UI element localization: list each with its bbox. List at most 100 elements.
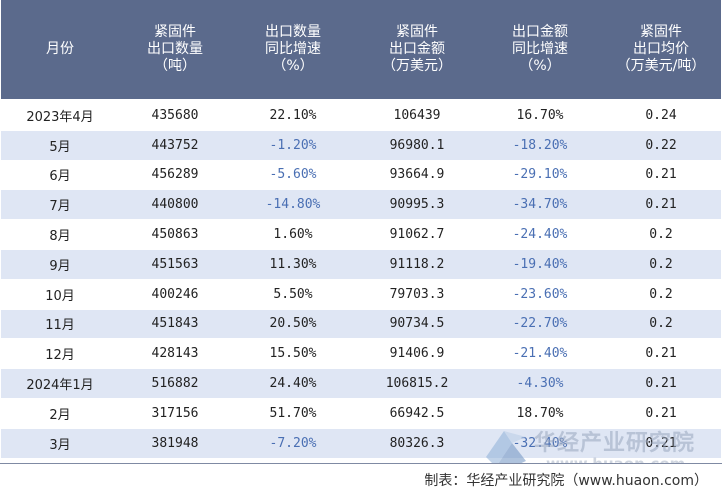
table-row: 5月 443752 -1.20% 96980.1 -18.20% 0.22 bbox=[1, 130, 721, 161]
header-line: 出口均价 bbox=[633, 41, 689, 57]
header-line: 紧固件 bbox=[640, 24, 682, 40]
cell-value-yoy: -34.70% bbox=[479, 189, 601, 220]
cell-month: 12月 bbox=[45, 348, 75, 364]
cell-volume-yoy: -5.60% bbox=[269, 167, 317, 183]
cell-export-volume: 443752 bbox=[119, 130, 231, 161]
cell-export-value: 90734.5 bbox=[355, 309, 479, 339]
table-row: 2月 317156 51.70% 66942.5 18.70% 0.21 bbox=[1, 398, 721, 429]
cell-volume-yoy: 15.50% bbox=[269, 346, 317, 362]
cell-export-volume: 451563 bbox=[119, 249, 231, 280]
cell-export-volume: 456289 bbox=[151, 167, 199, 183]
cell-month: 6月 bbox=[49, 169, 71, 185]
cell-export-volume: 516882 bbox=[119, 368, 231, 399]
header-line: 紧固件 bbox=[154, 24, 196, 40]
cell-export-value: 90995.3 bbox=[355, 189, 479, 220]
cell-export-volume: 450863 bbox=[151, 227, 199, 243]
cell-export-volume: 428143 bbox=[151, 346, 199, 362]
table-row: 7月 440800 -14.80% 90995.3 -34.70% 0.21 bbox=[1, 189, 721, 220]
table-row: 11月 451843 20.50% 90734.5 -22.70% 0.2 bbox=[1, 309, 721, 339]
cell-avg-price: 0.2 bbox=[649, 227, 673, 243]
header-line: （万美元） bbox=[382, 58, 452, 74]
header-volume-yoy: 出口数量 同比增速 （%） bbox=[231, 0, 355, 100]
cell-volume-yoy: 5.50% bbox=[273, 286, 313, 302]
cell-avg-price: 0.21 bbox=[601, 189, 721, 220]
table-row: 9月 451563 11.30% 91118.2 -19.40% 0.2 bbox=[1, 249, 721, 280]
header-value-yoy: 出口金额 同比增速 （%） bbox=[479, 0, 601, 100]
table-header-row: 月份 紧固件 出口数量 （吨） 出口数量 同比增速 （%） 紧固件 出口金额 （… bbox=[1, 0, 721, 100]
cell-export-volume: 451843 bbox=[119, 309, 231, 339]
header-export-volume: 紧固件 出口数量 （吨） bbox=[119, 0, 231, 100]
cell-export-volume: 440800 bbox=[119, 189, 231, 220]
header-line: （%） bbox=[519, 58, 561, 74]
header-line: 同比增速 bbox=[512, 41, 568, 57]
table-body: 2023年4月 435680 22.10% 106439 16.70% 0.24 5月 443… bbox=[1, 98, 721, 459]
cell-export-value: 91062.7 bbox=[389, 227, 445, 243]
cell-export-volume: 381948 bbox=[119, 428, 231, 459]
cell-volume-yoy: 22.10% bbox=[231, 98, 355, 131]
cell-avg-price: 0.2 bbox=[601, 309, 721, 339]
header-line: （%） bbox=[272, 58, 314, 74]
cell-month: 2024年1月 bbox=[1, 368, 119, 399]
table-row: 2024年1月 516882 24.40% 106815.2 -4.30% 0.21 bbox=[1, 368, 721, 399]
cell-volume-yoy: 1.60% bbox=[273, 227, 313, 243]
cell-avg-price: 0.24 bbox=[601, 98, 721, 131]
header-month: 月份 bbox=[1, 0, 119, 100]
cell-volume-yoy: 24.40% bbox=[231, 368, 355, 399]
cell-avg-price: 0.21 bbox=[645, 346, 677, 362]
cell-month: 9月 bbox=[1, 249, 119, 280]
table-row: 3月 381948 -7.20% 80326.3 -32.40% 0.21 bbox=[1, 428, 721, 459]
header-export-value: 紧固件 出口金额 （万美元） bbox=[355, 0, 479, 100]
cell-value-yoy: -21.40% bbox=[512, 346, 568, 362]
table-row: 12月 428143 15.50% 91406.9 -21.40% 0.21 bbox=[1, 339, 721, 369]
cell-month: 3月 bbox=[1, 428, 119, 459]
cell-avg-price: 0.2 bbox=[601, 249, 721, 280]
cell-month: 2023年4月 bbox=[1, 98, 119, 131]
cell-value-yoy: -24.40% bbox=[512, 227, 568, 243]
cell-avg-price: 0.21 bbox=[645, 167, 677, 183]
header-avg-price: 紧固件 出口均价 （万美元/吨） bbox=[601, 0, 721, 100]
cell-export-value: 80326.3 bbox=[355, 428, 479, 459]
cell-export-value: 91406.9 bbox=[389, 346, 445, 362]
cell-month: 2月 bbox=[49, 407, 71, 423]
cell-month: 5月 bbox=[1, 130, 119, 161]
cell-value-yoy: -29.10% bbox=[512, 167, 568, 183]
cell-export-value: 66942.5 bbox=[389, 405, 445, 421]
cell-export-value: 91118.2 bbox=[355, 249, 479, 280]
cell-value-yoy: 18.70% bbox=[516, 405, 564, 421]
table-row: 6月 456289 -5.60% 93664.9 -29.10% 0.21 bbox=[1, 160, 721, 190]
cell-volume-yoy: -7.20% bbox=[231, 428, 355, 459]
source-credit: 制表：华经产业研究院（www.huaon.com） bbox=[424, 473, 708, 489]
cell-month: 10月 bbox=[45, 288, 75, 304]
cell-avg-price: 0.21 bbox=[645, 405, 677, 421]
table-row: 10月 400246 5.50% 79703.3 -23.60% 0.2 bbox=[1, 279, 721, 310]
header-line: 出口金额 bbox=[389, 41, 445, 57]
cell-export-value: 93664.9 bbox=[389, 167, 445, 183]
cell-volume-yoy: -1.20% bbox=[231, 130, 355, 161]
header-line: （吨） bbox=[154, 58, 196, 74]
cell-export-value: 96980.1 bbox=[355, 130, 479, 161]
cell-export-volume: 435680 bbox=[119, 98, 231, 131]
export-data-table: 月份 紧固件 出口数量 （吨） 出口数量 同比增速 （%） 紧固件 出口金额 （… bbox=[1, 0, 721, 459]
cell-export-volume: 317156 bbox=[151, 405, 199, 421]
cell-value-yoy: -18.20% bbox=[479, 130, 601, 161]
cell-value-yoy: 16.70% bbox=[479, 98, 601, 131]
header-line: 出口金额 bbox=[512, 24, 568, 40]
cell-volume-yoy: 20.50% bbox=[231, 309, 355, 339]
cell-value-yoy: -4.30% bbox=[479, 368, 601, 399]
header-line: 月份 bbox=[46, 41, 74, 57]
cell-value-yoy: -19.40% bbox=[479, 249, 601, 280]
cell-avg-price: 0.21 bbox=[601, 368, 721, 399]
cell-month: 11月 bbox=[1, 309, 119, 339]
cell-avg-price: 0.21 bbox=[601, 428, 721, 459]
cell-value-yoy: -22.70% bbox=[479, 309, 601, 339]
cell-volume-yoy: -14.80% bbox=[231, 189, 355, 220]
cell-value-yoy: -32.40% bbox=[479, 428, 601, 459]
cell-export-volume: 400246 bbox=[151, 286, 199, 302]
table-row: 8月 450863 1.60% 91062.7 -24.40% 0.2 bbox=[1, 220, 721, 250]
header-line: 出口数量 bbox=[147, 41, 203, 57]
header-line: 紧固件 bbox=[396, 24, 438, 40]
header-line: （万美元/吨） bbox=[616, 58, 706, 74]
cell-month: 8月 bbox=[49, 229, 71, 245]
table-row: 2023年4月 435680 22.10% 106439 16.70% 0.24 bbox=[1, 98, 721, 131]
table-footer: 制表：华经产业研究院（www.huaon.com） bbox=[0, 463, 722, 493]
